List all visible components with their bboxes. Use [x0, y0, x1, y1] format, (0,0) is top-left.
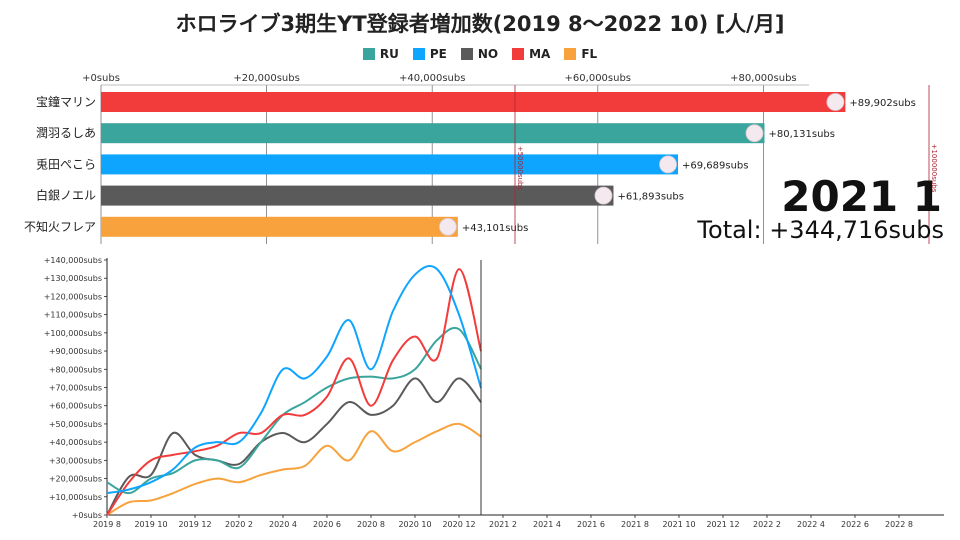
- line-y-tick-label: +110,000subs: [44, 311, 102, 320]
- legend-label-fl: FL: [581, 47, 598, 61]
- bar-ma: [101, 92, 846, 112]
- line-y-tick-label: +0subs: [72, 511, 102, 520]
- line-y-tick-label: +80,000subs: [49, 365, 102, 374]
- line-y-tick-label: +140,000subs: [44, 256, 102, 265]
- legend-label-pe: PE: [429, 47, 447, 61]
- line-series-pe: [106, 265, 482, 495]
- line-x-tick-label: 2020 6: [313, 520, 341, 529]
- line-x-tick-label: 2019 10: [134, 520, 167, 529]
- legend-swatch-fl: [564, 48, 577, 60]
- line-x-tick-label: 2019 8: [93, 520, 121, 529]
- line-series-ma: [106, 268, 482, 516]
- avatar-pe: [659, 155, 677, 174]
- line-y-tick-label: +130,000subs: [44, 274, 102, 283]
- line-x-tick-label: 2020 12: [442, 520, 475, 529]
- line-y-tick-label: +90,000subs: [49, 347, 102, 356]
- line-x-tick-label: 2020 2: [225, 520, 253, 529]
- line-y-tick-label: +100,000subs: [44, 329, 102, 338]
- bar-fl: [101, 216, 458, 237]
- bar-category-label: 潤羽るしあ: [36, 126, 96, 140]
- bar-x-tick-label: +20,000subs: [233, 73, 299, 84]
- bar-value-label: +89,902subs: [849, 98, 915, 109]
- line-series-fl: [106, 422, 482, 516]
- line-x-tick-label: 2022 8: [885, 520, 913, 529]
- line-x-tick-label: 2020 4: [269, 520, 297, 529]
- avatar-ru: [745, 124, 764, 143]
- bar-category-label: 不知火フレア: [24, 220, 96, 234]
- line-y-tick-label: +20,000subs: [49, 475, 102, 484]
- legend-item-ru: RU: [362, 47, 399, 61]
- line-x-tick-label: 2021 2: [489, 520, 517, 529]
- legend-item-pe: PE: [412, 47, 447, 61]
- legend-swatch-pe: [412, 48, 425, 60]
- bar-x-tick-label: +0subs: [82, 73, 120, 84]
- line-series-no: [106, 377, 482, 516]
- bar-pe: [101, 154, 679, 175]
- bar-x-tick-label: +40,000subs: [399, 73, 465, 84]
- bar-category-label: 兎田ぺこら: [36, 157, 96, 171]
- bar-category-label: 白銀ノエル: [36, 188, 96, 203]
- avatar-ma: [826, 93, 845, 111]
- line-y-tick-label: +30,000subs: [49, 456, 102, 465]
- line-y-tick-label: +60,000subs: [49, 402, 102, 411]
- line-y-tick-label: +120,000subs: [44, 292, 102, 301]
- current-period: 2021 1: [781, 172, 942, 221]
- line-y-tick-label: +50,000subs: [49, 420, 102, 429]
- line-x-tick-label: 2020 8: [357, 520, 385, 529]
- line-x-tick-label: 2021 8: [621, 520, 649, 529]
- line-x-tick-label: 2022 4: [797, 520, 825, 529]
- avatar-fl: [438, 217, 457, 236]
- line-y-tick-label: +70,000subs: [49, 384, 102, 393]
- line-y-tick-label: +10,000subs: [49, 493, 102, 502]
- chart-title: ホロライブ3期生YT登録者増加数(2019 8～2022 10) [人/月]: [175, 12, 785, 36]
- legend-swatch-ru: [362, 48, 375, 60]
- bar-x-tick-label: +80,000subs: [730, 73, 796, 84]
- bar-value-label: +61,893subs: [617, 192, 683, 203]
- bar-no: [101, 185, 614, 206]
- legend: RU PE NO MA FL: [0, 47, 960, 61]
- line-x-tick-label: 2022 2: [753, 520, 781, 529]
- total-label: Total: +344,716subs: [697, 216, 944, 244]
- legend-item-no: NO: [460, 47, 499, 61]
- line-y-tick-label: +40,000subs: [49, 438, 102, 447]
- bar-value-label: +43,101subs: [462, 223, 528, 234]
- legend-label-ru: RU: [379, 47, 399, 61]
- avatar-no: [594, 186, 613, 205]
- reference-line-label: +50000subs: [516, 146, 524, 191]
- bar-value-label: +80,131subs: [768, 129, 834, 140]
- line-x-tick-label: 2022 6: [841, 520, 869, 529]
- bar-value-label: +69,689subs: [682, 160, 748, 171]
- line-x-tick-label: 2021 6: [577, 520, 605, 529]
- line-x-tick-label: 2021 10: [662, 520, 695, 529]
- line-x-tick-label: 2020 10: [398, 520, 431, 529]
- legend-item-ma: MA: [512, 47, 550, 61]
- line-x-tick-label: 2021 4: [533, 520, 561, 529]
- line-series-ru: [106, 326, 482, 495]
- bar-category-label: 宝鐘マリン: [36, 94, 96, 109]
- legend-swatch-ma: [512, 48, 525, 60]
- legend-label-ma: MA: [529, 47, 551, 61]
- bar-ru: [101, 123, 765, 144]
- line-x-tick-label: 2021 12: [706, 520, 739, 529]
- bar-x-tick-label: +60,000subs: [565, 73, 631, 84]
- legend-item-fl: FL: [564, 47, 597, 61]
- reference-line-label: +100000subs: [930, 144, 938, 193]
- line-x-tick-label: 2019 12: [178, 520, 211, 529]
- legend-label-no: NO: [477, 47, 499, 61]
- legend-swatch-no: [460, 48, 473, 60]
